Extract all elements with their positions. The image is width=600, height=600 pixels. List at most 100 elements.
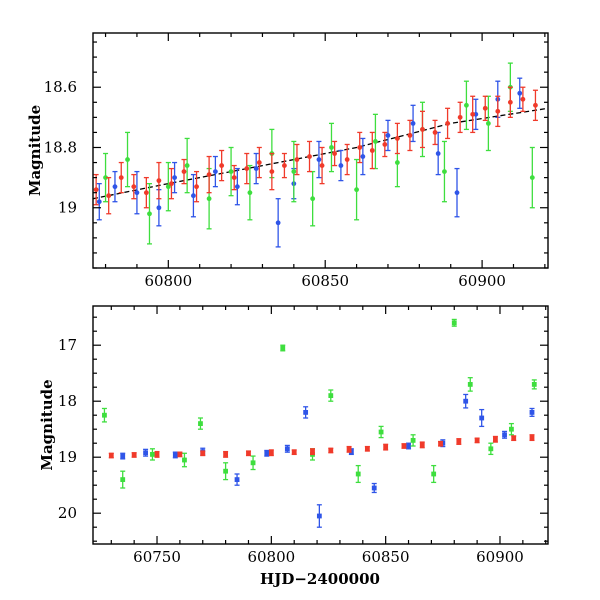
data-point	[511, 435, 517, 441]
data-point	[310, 196, 316, 202]
y-tick-label: 18.8	[44, 138, 77, 156]
data-point	[131, 452, 137, 458]
data-point	[474, 438, 480, 443]
data-point	[102, 412, 107, 418]
data-point	[529, 410, 535, 415]
data-point	[177, 452, 183, 457]
data-point	[410, 438, 416, 443]
data-point	[371, 485, 377, 491]
data-point	[354, 187, 359, 193]
data-point	[165, 184, 171, 190]
data-point	[338, 163, 344, 168]
data-point	[275, 220, 281, 226]
data-point	[310, 449, 315, 454]
data-point	[125, 157, 130, 162]
data-point	[420, 127, 425, 132]
data-point	[120, 453, 126, 459]
data-point	[502, 432, 507, 438]
data-point	[307, 154, 312, 159]
data-point	[256, 160, 262, 165]
data-point	[442, 169, 447, 174]
data-point	[143, 450, 148, 456]
y-tick-label: 18.6	[44, 78, 77, 96]
data-point	[194, 184, 199, 190]
series-1	[101, 318, 537, 489]
data-point	[378, 429, 384, 435]
data-point	[182, 457, 187, 463]
data-point	[172, 175, 177, 181]
data-point	[264, 450, 270, 456]
data-point	[369, 148, 375, 153]
y-tick-label: 18	[58, 392, 77, 410]
data-point	[198, 421, 203, 426]
data-point	[294, 157, 300, 162]
x-tick-label: 60800	[247, 548, 295, 566]
data-point	[228, 169, 234, 174]
data-point	[383, 444, 389, 450]
data-point	[206, 196, 212, 202]
y-tick-label: 19	[58, 199, 77, 217]
bottom-panel-axes: 60750 60800 60850 60900 17 18 19 20	[58, 306, 548, 566]
y-tick-label: 19	[58, 448, 77, 466]
data-point	[438, 441, 443, 447]
data-point	[147, 211, 152, 217]
top-panel-data	[93, 62, 548, 248]
data-point	[231, 175, 237, 181]
data-point	[206, 172, 212, 178]
series-2	[93, 86, 538, 215]
data-point	[244, 166, 250, 171]
data-point	[357, 145, 363, 150]
x-tick-label: 60900	[458, 272, 506, 290]
data-point	[200, 450, 206, 456]
data-point	[156, 178, 162, 184]
data-point	[445, 120, 450, 126]
x-tick-label: 60850	[301, 272, 349, 290]
data-point	[495, 108, 501, 114]
data-point	[373, 139, 378, 144]
data-point	[150, 452, 155, 457]
data-point	[303, 410, 309, 415]
data-point	[108, 453, 114, 458]
data-point	[470, 111, 476, 117]
data-point	[143, 190, 149, 196]
data-point	[419, 442, 425, 448]
data-point	[346, 446, 352, 452]
data-point	[467, 382, 473, 387]
data-point	[291, 449, 297, 455]
data-point	[250, 460, 256, 466]
data-point	[246, 450, 251, 456]
data-point	[463, 398, 469, 404]
data-point	[154, 452, 160, 457]
data-point	[529, 175, 535, 181]
data-point	[156, 205, 162, 211]
data-point	[485, 120, 491, 126]
data-point	[269, 169, 275, 174]
data-point	[328, 448, 334, 453]
data-point	[385, 133, 391, 138]
data-point	[457, 114, 463, 120]
data-point	[344, 157, 350, 162]
data-point	[454, 190, 460, 196]
x-tick-label: 60900	[476, 548, 524, 566]
data-point	[219, 163, 225, 168]
data-point	[401, 443, 407, 449]
data-point	[93, 187, 99, 193]
data-point	[482, 105, 488, 111]
data-point	[531, 382, 537, 387]
data-point	[319, 163, 325, 168]
trend-line	[93, 107, 548, 200]
data-point	[172, 452, 178, 458]
data-point	[332, 151, 338, 156]
data-point	[328, 393, 334, 398]
data-point	[394, 136, 400, 141]
data-point	[316, 513, 322, 519]
data-point	[291, 169, 297, 174]
data-point	[533, 102, 538, 108]
data-point	[407, 133, 413, 138]
data-point	[479, 415, 485, 421]
x-tick-label: 60850	[362, 548, 410, 566]
data-point	[509, 426, 514, 432]
y-tick-label: 20	[58, 504, 77, 522]
data-point	[529, 435, 535, 440]
series-2	[108, 434, 535, 459]
